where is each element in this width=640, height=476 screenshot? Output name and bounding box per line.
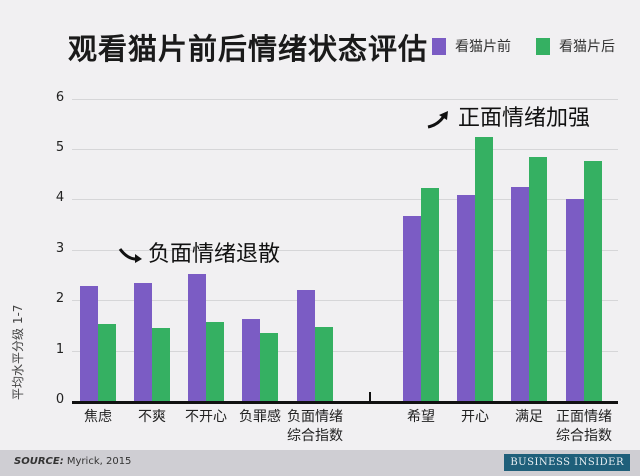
- legend-label-before: 看猫片前: [455, 39, 511, 55]
- brand-logo: BUSINESS INSIDER: [504, 454, 630, 471]
- x-tick-label: 不爽: [138, 409, 166, 425]
- source-citation: SOURCE: Myrick, 2015: [14, 456, 131, 467]
- gridline: [72, 249, 618, 251]
- y-tick-label: 1: [55, 341, 65, 357]
- gridline: [72, 98, 618, 100]
- bar-after: [152, 328, 170, 401]
- x-tick-label: 正面情绪 综合指数: [556, 409, 612, 444]
- legend-item-before: 看猫片前: [432, 36, 511, 56]
- annotation-negative-text: 负面情绪退散: [148, 242, 281, 267]
- bar-after: [315, 327, 333, 401]
- bar-after: [421, 188, 439, 401]
- curved-arrow-up-icon: [427, 111, 448, 129]
- gridline: [72, 350, 618, 352]
- x-tick-label: 负罪感: [239, 409, 281, 425]
- y-tick-label: 5: [55, 140, 65, 155]
- legend: 看猫片前 看猫片后: [432, 36, 640, 56]
- bar-before: [566, 199, 584, 401]
- y-tick-label: 4: [55, 190, 65, 206]
- y-tick-label: 0: [55, 392, 65, 407]
- bar-after: [260, 333, 278, 401]
- annotation-negative: 负面情绪退散: [118, 236, 280, 268]
- bar-before: [242, 319, 260, 401]
- y-tick-label: 2: [55, 291, 65, 307]
- bar-before: [511, 187, 529, 401]
- gridline: [72, 149, 618, 150]
- legend-item-after: 看猫片后: [536, 36, 615, 56]
- annotation-positive: 正面情绪加强: [426, 100, 590, 132]
- curved-arrow-down-icon: [118, 248, 142, 263]
- gridline: [72, 199, 618, 201]
- x-tick-label: 满足: [515, 409, 543, 425]
- y-axis-label: 平均水平分级 1-7: [11, 304, 25, 400]
- bar-after: [584, 160, 602, 401]
- bar-after: [475, 137, 493, 401]
- x-axis-line: [72, 401, 618, 404]
- bar-before: [188, 273, 206, 401]
- bar-before: [297, 290, 315, 401]
- legend-label-after: 看猫片后: [559, 39, 615, 55]
- source-label: SOURCE:: [14, 456, 64, 467]
- bar-after: [98, 324, 116, 401]
- bar-after: [529, 156, 547, 401]
- gridline: [72, 300, 618, 302]
- chart-title: 观看猫片前后情绪状态评估: [68, 32, 429, 66]
- x-tick-label: 焦虑: [84, 409, 112, 425]
- legend-swatch-after: [536, 37, 550, 55]
- bar-before: [80, 286, 98, 401]
- annotation-positive-text: 正面情绪加强: [458, 106, 591, 131]
- y-tick-label: 6: [55, 89, 65, 105]
- legend-swatch-before: [432, 37, 446, 55]
- y-tick-label: 3: [55, 240, 65, 256]
- x-tick-label: 希望: [407, 409, 435, 425]
- bar-before: [134, 282, 152, 401]
- x-tick-label: 负面情绪 综合指数: [287, 409, 343, 444]
- group-separator-tick: [369, 392, 371, 402]
- bar-before: [403, 215, 421, 401]
- footer-bar: SOURCE: Myrick, 2015 BUSINESS INSIDER: [0, 450, 640, 476]
- source-text: Myrick, 2015: [63, 456, 132, 467]
- bar-before: [457, 195, 475, 401]
- bar-after: [206, 321, 224, 401]
- x-tick-label: 开心: [461, 409, 489, 425]
- x-tick-label: 不开心: [185, 409, 227, 425]
